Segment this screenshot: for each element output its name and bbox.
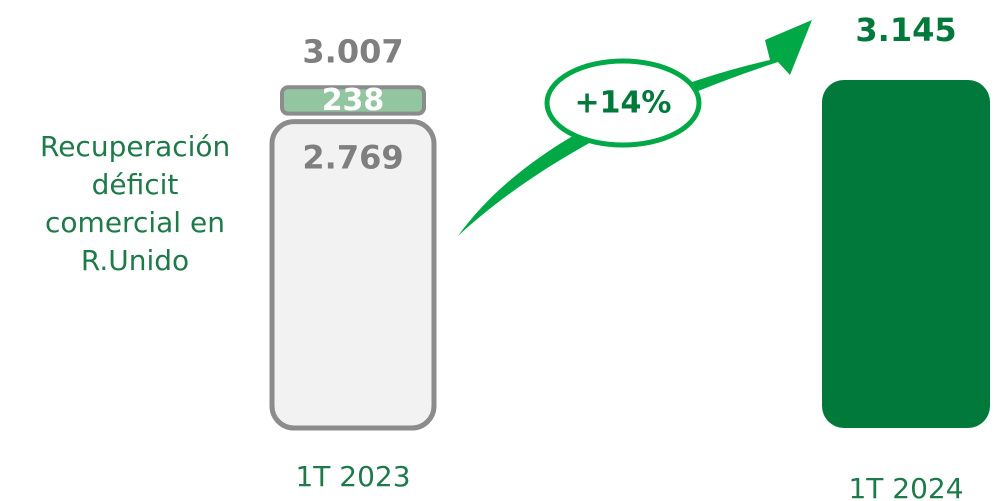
growth-arrow [458, 20, 812, 236]
total-label: 3.007 [302, 32, 403, 70]
segment-value-label: 238 [322, 83, 385, 118]
growth-badge [544, 58, 702, 148]
segment-legend: Recuperación déficit comercial en R.Unid… [40, 130, 231, 277]
base-value-label: 2.769 [302, 139, 403, 177]
bar-segment [280, 85, 426, 116]
bar-value-label: 3.145 [855, 11, 956, 49]
bar-base [269, 119, 437, 431]
bar-base [822, 80, 990, 428]
growth-label: +14% [575, 86, 672, 121]
x-tick-label: 1T 2023 [295, 460, 410, 493]
x-tick-label: 1T 2024 [848, 472, 963, 501]
